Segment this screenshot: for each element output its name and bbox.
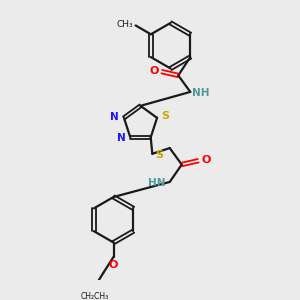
Text: HN: HN xyxy=(148,178,166,188)
Text: N: N xyxy=(110,112,119,122)
Text: CH₂CH₃: CH₂CH₃ xyxy=(80,292,109,300)
Text: S: S xyxy=(155,150,164,161)
Text: S: S xyxy=(161,111,169,121)
Text: N: N xyxy=(117,133,125,143)
Text: O: O xyxy=(109,260,118,270)
Text: O: O xyxy=(149,66,159,76)
Text: NH: NH xyxy=(192,88,209,98)
Text: O: O xyxy=(201,155,211,165)
Text: CH₃: CH₃ xyxy=(116,20,133,29)
